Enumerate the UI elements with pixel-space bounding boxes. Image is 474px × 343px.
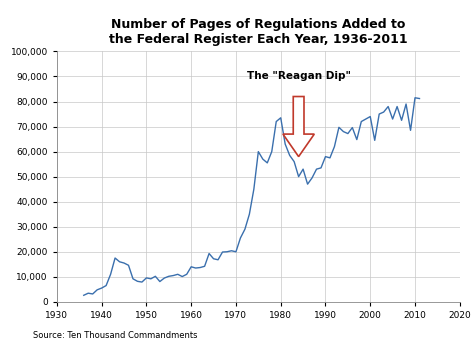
- Text: Source: Ten Thousand Commandments: Source: Ten Thousand Commandments: [33, 331, 198, 340]
- Title: Number of Pages of Regulations Added to
the Federal Register Each Year, 1936-201: Number of Pages of Regulations Added to …: [109, 18, 408, 46]
- Polygon shape: [283, 96, 314, 157]
- Text: The "Reagan Dip": The "Reagan Dip": [246, 71, 351, 82]
